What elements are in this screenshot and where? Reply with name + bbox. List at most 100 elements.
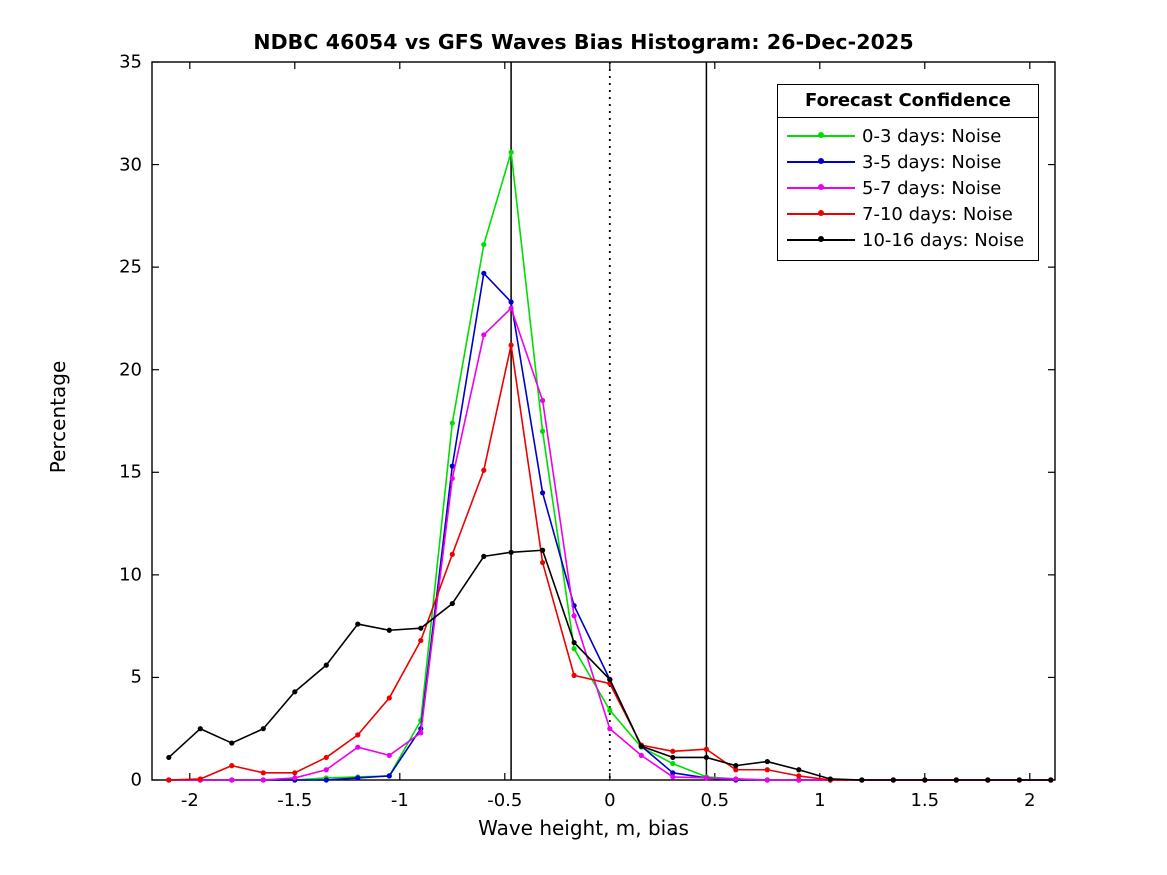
- legend-item-3[interactable]: 7-10 days: Noise: [778, 201, 1038, 227]
- data-point: [764, 758, 770, 765]
- data-point: [607, 676, 613, 683]
- data-point: [540, 397, 546, 404]
- data-point: [449, 551, 455, 557]
- data-point: [481, 332, 487, 338]
- data-point: [985, 777, 991, 783]
- data-point: [323, 662, 329, 668]
- data-point: [166, 777, 172, 783]
- axes-frame: [151, 61, 1056, 781]
- x-tick-label: 1.5: [910, 790, 940, 811]
- data-point: [386, 695, 392, 701]
- series-1: [166, 270, 1054, 783]
- legend-item-label: 7-10 days: Noise: [862, 203, 1013, 225]
- data-point: [670, 754, 676, 761]
- legend: Forecast Confidence 0-3 days: Noise 3-5 d…: [777, 84, 1039, 261]
- data-point: [540, 559, 546, 566]
- data-point: [260, 770, 266, 776]
- data-point: [292, 770, 298, 776]
- data-point: [890, 777, 896, 783]
- data-point: [386, 773, 392, 779]
- legend-item-label: 0-3 days: Noise: [862, 125, 1002, 147]
- data-point: [733, 776, 739, 782]
- data-point: [481, 467, 487, 473]
- legend-color-swatch: [787, 129, 855, 143]
- data-point: [260, 726, 266, 732]
- data-point: [323, 767, 329, 773]
- series-3: [166, 342, 1054, 783]
- data-point: [418, 730, 424, 736]
- data-point: [166, 754, 172, 761]
- data-point: [449, 463, 455, 469]
- legend-item-4[interactable]: 10-16 days: Noise: [778, 227, 1038, 253]
- data-point: [571, 613, 577, 619]
- data-point: [292, 775, 298, 781]
- y-tick-label: 30: [119, 154, 142, 176]
- data-point: [796, 773, 802, 779]
- legend-item-1[interactable]: 3-5 days: Noise: [778, 149, 1038, 175]
- data-point: [260, 777, 266, 783]
- series-4: [166, 547, 1054, 783]
- legend-item-0[interactable]: 0-3 days: Noise: [778, 123, 1038, 149]
- y-tick-label: 20: [119, 359, 142, 381]
- y-tick-label: 5: [130, 666, 142, 688]
- data-point: [386, 627, 392, 633]
- data-point: [670, 774, 676, 780]
- legend-item-2[interactable]: 5-7 days: Noise: [778, 175, 1038, 201]
- data-point: [449, 600, 455, 607]
- y-tick-label: 0: [130, 769, 142, 791]
- x-tick-label: -1.5: [277, 790, 313, 811]
- data-point: [859, 777, 865, 783]
- data-point: [355, 732, 361, 738]
- data-point: [796, 767, 802, 773]
- data-point: [571, 639, 577, 646]
- legend-color-swatch: [787, 155, 855, 169]
- data-point: [355, 744, 361, 750]
- legend-title: Forecast Confidence: [778, 85, 1038, 118]
- data-point: [607, 726, 613, 732]
- data-point: [1016, 777, 1022, 783]
- data-point: [733, 767, 739, 773]
- data-point: [481, 270, 487, 276]
- data-point: [449, 420, 455, 426]
- data-point: [540, 547, 546, 553]
- data-point: [508, 305, 514, 311]
- x-tick-label: -0.5: [487, 790, 523, 811]
- y-tick-label: 35: [119, 51, 142, 73]
- x-tick-label: -1: [390, 790, 409, 811]
- data-point: [229, 740, 235, 746]
- data-point: [197, 776, 203, 782]
- data-point: [540, 428, 546, 434]
- y-axis-label: Percentage: [46, 360, 70, 474]
- data-point: [449, 475, 455, 482]
- legend-item-label: 3-5 days: Noise: [862, 151, 1002, 173]
- y-tick-label: 10: [119, 564, 142, 586]
- page-title: NDBC 46054 vs GFS Waves Bias Histogram: …: [253, 30, 914, 54]
- x-axis-label: Wave height, m, bias: [478, 816, 689, 840]
- data-point: [703, 746, 710, 752]
- data-point: [827, 776, 833, 782]
- data-point: [508, 299, 514, 305]
- data-point: [670, 748, 676, 754]
- data-point: [292, 689, 298, 695]
- data-point: [703, 754, 710, 761]
- legend-item-label: 10-16 days: Noise: [862, 229, 1025, 251]
- data-point: [638, 743, 644, 749]
- data-point: [703, 775, 710, 781]
- x-tick-label: 1: [814, 790, 826, 811]
- data-point: [508, 149, 514, 155]
- data-point: [481, 241, 487, 248]
- legend-color-swatch: [787, 181, 855, 195]
- data-point: [229, 777, 235, 783]
- data-point: [922, 777, 928, 783]
- x-tick-label: 0.5: [700, 790, 730, 811]
- data-point: [323, 754, 329, 761]
- data-point: [355, 775, 361, 781]
- data-point: [540, 490, 546, 496]
- data-point: [796, 777, 802, 783]
- data-point: [508, 549, 514, 555]
- data-point: [1048, 777, 1054, 783]
- data-point: [481, 553, 487, 559]
- data-point: [571, 646, 577, 652]
- data-point: [355, 621, 361, 627]
